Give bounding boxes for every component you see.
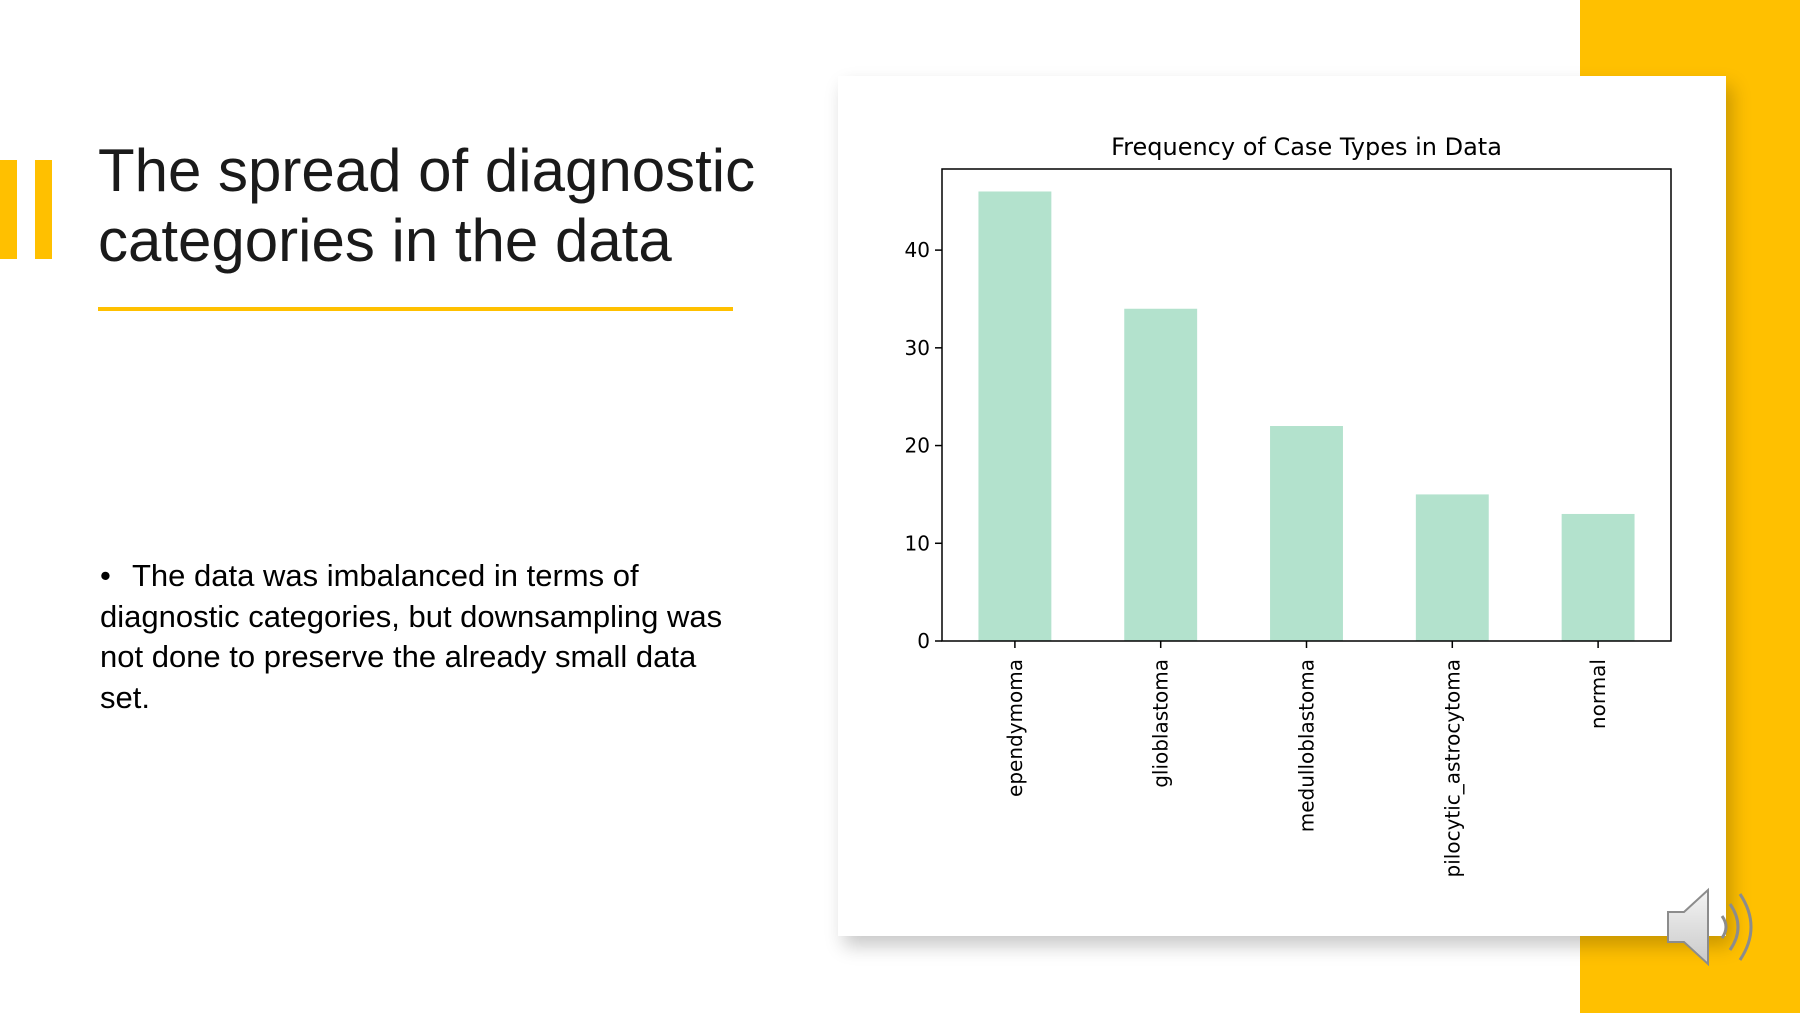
x-tick-label-medulloblastoma: medulloblastoma xyxy=(1295,659,1319,832)
bar-pilocytic_astrocytoma xyxy=(1415,494,1489,641)
bar-medulloblastoma xyxy=(1270,426,1343,641)
x-tick-label-normal: normal xyxy=(1586,659,1610,729)
y-tick-label-30: 30 xyxy=(905,336,930,360)
bar-glioblastoma xyxy=(1124,308,1198,641)
accent-bar-right xyxy=(35,160,52,259)
x-tick-label-glioblastoma: glioblastoma xyxy=(1149,659,1173,788)
title-underline xyxy=(98,307,733,311)
y-tick-label-20: 20 xyxy=(905,434,930,458)
bar-ependymoma xyxy=(978,191,1052,641)
bar-chart: Frequency of Case Types in Data 0 10 20 30 40… xyxy=(905,133,1672,877)
chart-card: Frequency of Case Types in Data 0 10 20 30 40… xyxy=(838,76,1726,936)
chart-title: Frequency of Case Types in Data xyxy=(1111,133,1502,161)
slide-title: The spread of diagnostic categories in t… xyxy=(98,137,756,274)
x-tick-label-pilocytic_astrocytoma: pilocytic_astrocytoma xyxy=(1440,659,1464,877)
bullet-text: The data was imbalanced in terms of diag… xyxy=(100,558,723,715)
x-tick-label-ependymoma: ependymoma xyxy=(1003,659,1027,797)
speaker-icon[interactable] xyxy=(1664,886,1768,968)
y-tick-label-10: 10 xyxy=(905,531,930,555)
accent-bar-left xyxy=(0,160,17,259)
y-tick-label-40: 40 xyxy=(905,238,930,262)
y-tick-label-0: 0 xyxy=(917,629,930,653)
bullet-list: • The data was imbalanced in terms of dia… xyxy=(100,556,740,718)
bar-normal xyxy=(1561,513,1635,641)
bullet-marker: • xyxy=(100,558,111,593)
